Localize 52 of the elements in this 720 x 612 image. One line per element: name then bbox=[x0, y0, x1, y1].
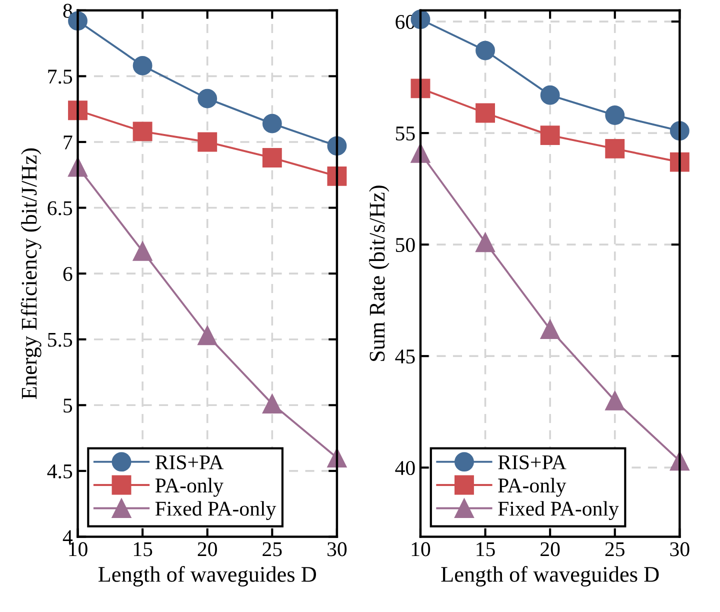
point bbox=[540, 320, 560, 340]
point bbox=[198, 326, 218, 346]
x-axis-title: Length of waveguides D bbox=[441, 566, 659, 586]
point bbox=[476, 232, 496, 252]
x-tick-label: 20 bbox=[540, 542, 560, 556]
x-tick-label: 10 bbox=[69, 542, 88, 556]
y-tick-label: 50 bbox=[396, 238, 415, 252]
point bbox=[476, 40, 496, 60]
x-tick-label: 30 bbox=[670, 542, 690, 556]
point bbox=[262, 114, 282, 134]
x-tick-label: 25 bbox=[605, 542, 624, 556]
y-tick-label: 45 bbox=[395, 350, 415, 364]
y-axis-title: Energy Efficiency (bit/J/Hz) bbox=[20, 148, 42, 400]
point bbox=[198, 88, 218, 108]
point bbox=[132, 122, 152, 142]
point bbox=[198, 132, 218, 152]
y-tick-label: 55 bbox=[396, 126, 415, 140]
y-tick-label: 5.5 bbox=[48, 332, 72, 347]
x-tick-label: 15 bbox=[476, 542, 495, 556]
point bbox=[540, 126, 560, 146]
y-axis-title: Sum Rate (bit/s/Hz) bbox=[369, 186, 390, 361]
legend-label: Fixed PA-only bbox=[498, 501, 619, 520]
point bbox=[540, 85, 560, 105]
x-axis-title: Length of waveguides D bbox=[98, 566, 316, 586]
y-tick-label: 4 bbox=[62, 530, 73, 544]
point bbox=[327, 136, 347, 156]
legend-label: PA-only bbox=[498, 478, 566, 497]
legend-label: RIS+PA bbox=[155, 455, 224, 470]
legend-label: Fixed PA-only bbox=[155, 501, 276, 520]
point bbox=[327, 166, 347, 186]
y-tick-label: 6 bbox=[63, 266, 72, 281]
point bbox=[605, 106, 625, 125]
y-tick-label: 5 bbox=[64, 398, 72, 413]
point bbox=[605, 390, 625, 410]
point bbox=[262, 148, 282, 168]
x-tick-label: 25 bbox=[262, 542, 282, 556]
y-tick-label: 6.5 bbox=[48, 201, 72, 216]
legend-label: PA-only bbox=[155, 478, 224, 497]
x-tick-label: 20 bbox=[198, 542, 217, 556]
x-tick-label: 15 bbox=[134, 542, 152, 556]
x-tick-label: 10 bbox=[412, 542, 430, 556]
y-tick-label: 7 bbox=[64, 136, 72, 150]
y-tick-label: 4.5 bbox=[47, 464, 72, 478]
point bbox=[262, 394, 282, 414]
x-tick-label: 30 bbox=[328, 542, 347, 556]
point bbox=[605, 138, 625, 158]
point bbox=[132, 56, 152, 76]
y-tick-label: 7.5 bbox=[48, 70, 72, 84]
legend-label: RIS+PA bbox=[498, 455, 566, 470]
point bbox=[132, 241, 152, 261]
y-tick-label: 40 bbox=[395, 460, 415, 476]
point bbox=[476, 103, 496, 123]
